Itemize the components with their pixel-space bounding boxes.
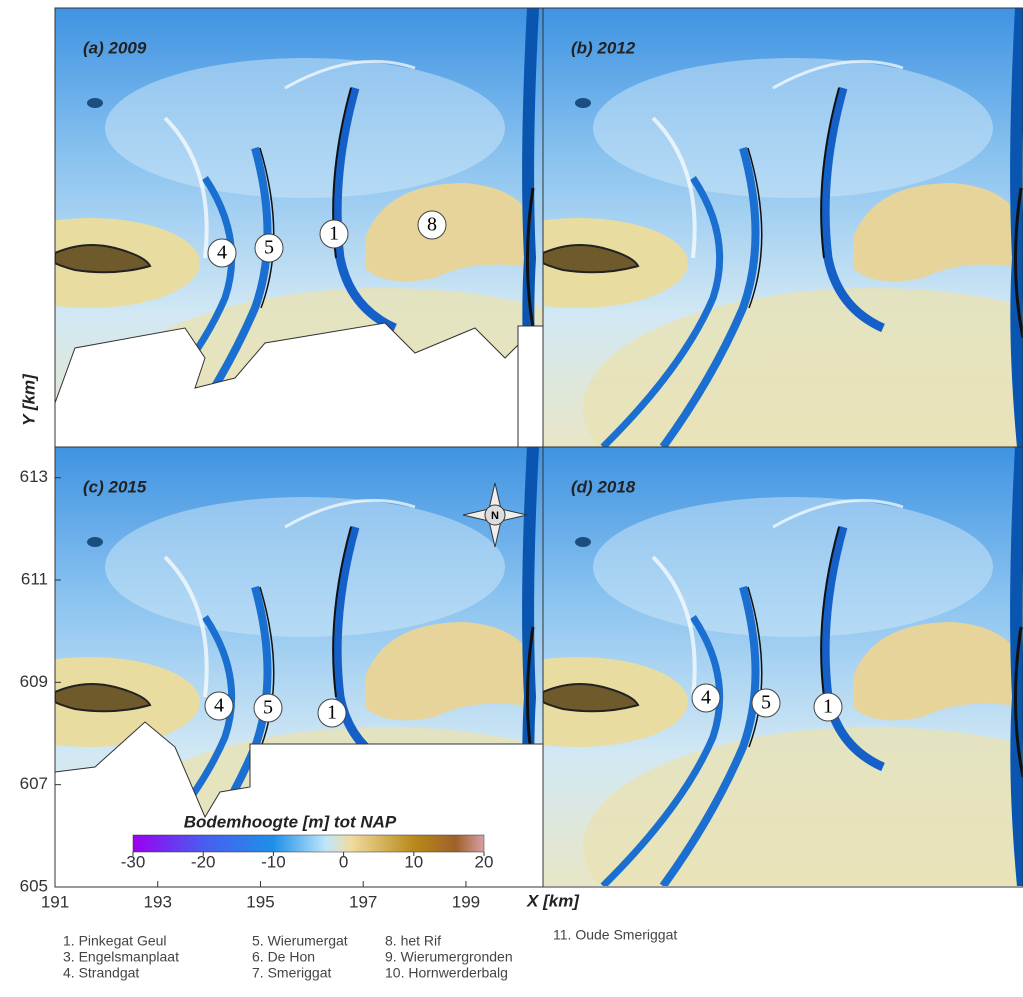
x-tick-label: 195 xyxy=(246,892,274,911)
y-axis-label: Y [km] xyxy=(19,373,38,426)
site-number: 1 xyxy=(823,696,833,718)
legend-item: 8. het Rif xyxy=(385,933,441,949)
figure: N Bodemhoogte [m] tot NAP X [km] Y [km] … xyxy=(0,0,1023,997)
colorbar-tick-label: -10 xyxy=(261,852,286,871)
panel-label: (c) 2015 xyxy=(83,477,147,496)
y-tick-label: 613 xyxy=(20,467,48,486)
legend-item: 4. Strandgat xyxy=(63,965,139,981)
site-number: 1 xyxy=(327,702,337,724)
legend-item: 5. Wierumergat xyxy=(252,933,348,949)
y-tick-label: 607 xyxy=(20,774,48,793)
y-tick-label: 611 xyxy=(21,570,48,589)
y-tick-label: 609 xyxy=(20,672,48,691)
panel-d xyxy=(468,447,1023,967)
panel-label: (b) 2012 xyxy=(571,38,636,57)
colorbar xyxy=(133,835,484,852)
legend-item: 11. Oude Smeriggat xyxy=(553,927,677,943)
colorbar-tick-label: 0 xyxy=(339,852,348,871)
colorbar-tick-label: 10 xyxy=(404,852,423,871)
x-tick-label: 197 xyxy=(349,892,377,911)
colorbar-tick-label: 20 xyxy=(475,852,494,871)
x-axis-label: X [km] xyxy=(526,891,580,910)
panel-label: (d) 2018 xyxy=(571,477,636,496)
site-number: 5 xyxy=(761,692,771,714)
svg-text:N: N xyxy=(491,510,499,522)
x-tick-label: 193 xyxy=(144,892,172,911)
x-tick-label: 199 xyxy=(452,892,480,911)
site-number: 4 xyxy=(217,242,227,264)
legend-item: 9. Wierumergronden xyxy=(385,949,513,965)
legend-item: 3. Engelsmanplaat xyxy=(63,949,179,965)
site-number: 5 xyxy=(264,237,274,259)
site-number: 1 xyxy=(329,223,339,245)
legend-item: 6. De Hon xyxy=(252,949,315,965)
colorbar-title: Bodemhoogte [m] tot NAP xyxy=(184,812,397,831)
y-tick-label: 605 xyxy=(20,876,48,895)
colorbar-tick-label: -30 xyxy=(121,852,146,871)
site-number: 4 xyxy=(701,687,711,709)
legend-item: 10. Hornwerderbalg xyxy=(385,965,508,981)
site-number: 8 xyxy=(427,214,437,236)
panel-label: (a) 2009 xyxy=(83,38,147,57)
legend-item: 7. Smeriggat xyxy=(252,965,331,981)
legend-item: 1. Pinkegat Geul xyxy=(63,933,167,949)
site-number: 5 xyxy=(263,697,273,719)
colorbar-tick-label: -20 xyxy=(191,852,216,871)
site-number: 4 xyxy=(214,695,224,717)
